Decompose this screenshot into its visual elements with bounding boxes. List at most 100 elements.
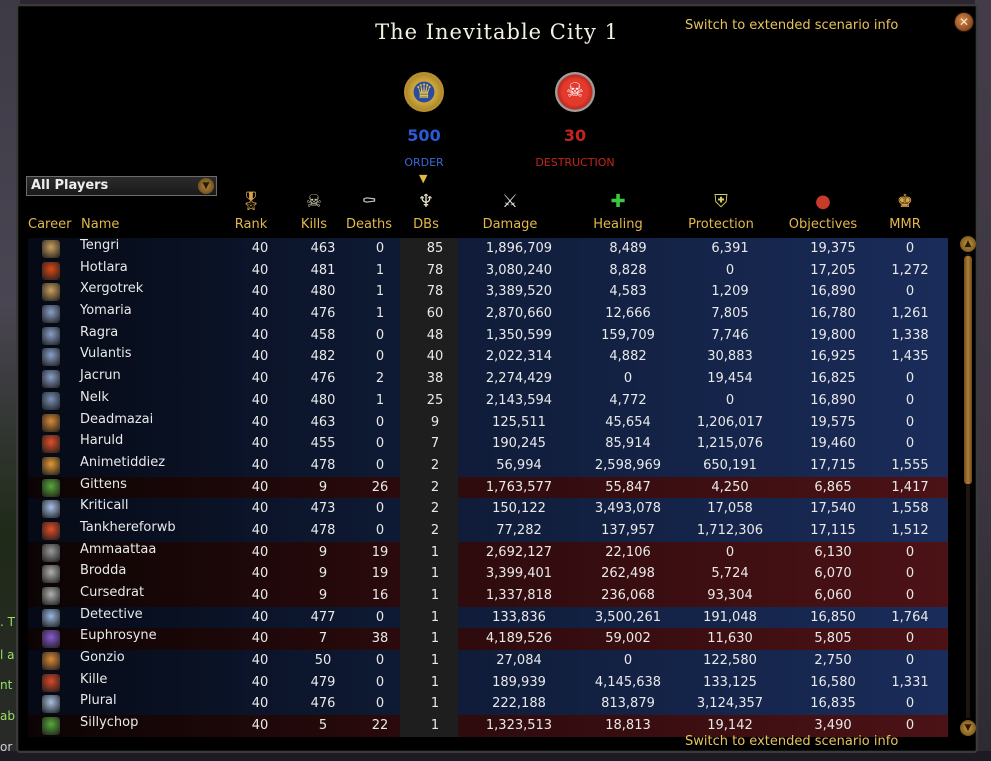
cell-damage: 3,080,240 [485, 262, 553, 278]
cell-protection: 1,215,076 [696, 436, 764, 452]
player-row[interactable]: Ammaattaa 40 9 19 1 2,692,127 22,106 0 6,130 0 [28, 541, 948, 564]
column-header-damage[interactable]: ⚔ Damage [470, 190, 550, 232]
cell-kills: 482 [310, 349, 336, 365]
player-name[interactable]: Hotlara [80, 259, 128, 275]
extended-info-link-top[interactable]: Switch to extended scenario info [685, 18, 899, 33]
player-row[interactable]: Detective 40 477 0 1 133,836 3,500,261 191,048 1… [28, 606, 948, 629]
player-row[interactable]: Animetiddiez 40 478 0 2 56,994 2,598,969 650,19… [28, 454, 948, 477]
cell-healing: 2,598,969 [594, 457, 662, 473]
cell-kills: 480 [310, 284, 336, 300]
player-row[interactable]: Tengri 40 463 0 85 1,896,709 8,489 6,391 19,375 0 [28, 238, 948, 260]
cell-protection: 4,250 [711, 479, 749, 495]
cell-rank: 40 [251, 696, 269, 712]
player-name[interactable]: Kriticall [80, 498, 129, 514]
deathblow-icon: ♆ [417, 191, 435, 212]
player-row[interactable]: Vulantis 40 482 0 40 2,022,314 4,882 30,883 16,9… [28, 346, 948, 369]
player-name[interactable]: Animetiddiez [80, 454, 166, 470]
player-name[interactable]: Sillychop [80, 715, 139, 731]
column-header-name[interactable]: Name [81, 217, 120, 232]
chat-fragment: abl [0, 709, 19, 723]
player-row[interactable]: Haruld 40 455 0 7 190,245 85,914 1,215,076 19,46… [28, 433, 948, 455]
player-row[interactable]: Xergotrek 40 480 1 78 3,389,520 4,583 1,209 16,8… [28, 281, 948, 304]
cell-deaths: 0 [375, 609, 385, 625]
player-row[interactable]: Deadmazai 40 463 0 9 125,511 45,654 1,206,017 19… [28, 411, 948, 434]
cell-rank: 40 [251, 414, 269, 430]
player-row[interactable]: Tankhereforwb 40 478 0 2 77,282 137,957 1,712,3… [28, 519, 948, 542]
scroll-up-icon[interactable]: ▲ [960, 236, 976, 252]
player-row[interactable]: Sillychop 40 5 22 1 1,323,513 18,813 19,142 3,49… [28, 715, 948, 737]
dbs-column-band [400, 281, 458, 304]
player-filter-dropdown[interactable]: All Players ▼ [26, 176, 217, 196]
cell-objectives: 16,780 [810, 306, 856, 322]
player-name[interactable]: Plural [80, 693, 117, 709]
player-row[interactable]: Nelk 40 480 1 25 2,143,594 4,772 0 16,890 0 [28, 389, 948, 412]
cell-protection: 6,391 [711, 241, 749, 256]
player-name[interactable]: Gonzio [80, 650, 125, 666]
objective-bomb-icon: ● [815, 191, 831, 212]
scrollbar[interactable]: ▲ ▼ [960, 236, 976, 736]
cell-damage: 4,189,526 [485, 631, 553, 647]
cell-deaths: 1 [375, 306, 385, 322]
chevron-down-icon[interactable]: ▼ [198, 178, 214, 194]
scrollbar-thumb[interactable] [964, 256, 972, 484]
player-row[interactable]: Kriticall 40 473 0 2 150,122 3,493,078 17,058 17… [28, 498, 948, 520]
cell-dbs: 2 [430, 522, 440, 538]
player-row[interactable]: Kille 40 479 0 1 189,939 4,145,638 133,125 16,58… [28, 671, 948, 694]
column-header-objectives[interactable]: ● Objectives [782, 190, 864, 232]
scroll-down-icon[interactable]: ▼ [960, 720, 976, 736]
cell-objectives: 6,130 [814, 544, 852, 560]
cell-objectives: 16,850 [810, 609, 856, 625]
close-icon[interactable]: ✕ [954, 12, 974, 32]
dbs-column-band [400, 671, 458, 694]
cell-protection: 1,712,306 [696, 522, 764, 538]
cell-rank: 40 [251, 349, 269, 365]
column-header-dbs[interactable]: ♆ DBs [401, 190, 451, 232]
player-row[interactable]: Ragra 40 458 0 48 1,350,599 159,709 7,746 19,800… [28, 324, 948, 347]
player-name[interactable]: Kille [80, 671, 108, 687]
order-faction-panel: ♛ 500 ORDER [384, 72, 464, 169]
cell-rank: 40 [251, 457, 269, 473]
player-row[interactable]: Cursedrat 40 9 16 1 1,337,818 236,068 93,304 6,0… [28, 585, 948, 607]
cell-mmr: 0 [905, 631, 915, 647]
player-name[interactable]: Detective [80, 606, 143, 622]
player-name[interactable]: Ragra [80, 324, 119, 340]
player-row[interactable]: Brodda 40 9 19 1 3,399,401 262,498 5,724 6,070 0 [28, 563, 948, 585]
extended-info-link-bottom[interactable]: Switch to extended scenario info [685, 734, 899, 749]
player-name[interactable]: Tankhereforwb [80, 519, 176, 535]
column-header-rank[interactable]: 🎖 Rank [226, 190, 276, 232]
cell-dbs: 60 [426, 306, 444, 322]
player-name[interactable]: Nelk [80, 389, 109, 405]
player-row[interactable]: Hotlara 40 481 1 78 3,080,240 8,828 0 17,205 1,27… [28, 259, 948, 282]
dbs-column-band [400, 693, 458, 716]
player-row[interactable]: Plural 40 476 0 1 222,188 813,879 3,124,357 16,8… [28, 693, 948, 716]
column-header-kills[interactable]: ☠ Kills [289, 190, 339, 232]
player-row[interactable]: Jacrun 40 476 2 38 2,274,429 0 19,454 16,825 0 [28, 368, 948, 390]
player-name[interactable]: Yomaria [80, 303, 132, 319]
player-name[interactable]: Xergotrek [80, 281, 144, 297]
player-name[interactable]: Cursedrat [80, 585, 145, 600]
player-name[interactable]: Brodda [80, 563, 127, 579]
column-header-protection[interactable]: ⛨ Protection [676, 190, 766, 232]
player-name[interactable]: Tengri [80, 238, 120, 253]
player-row[interactable]: Yomaria 40 476 1 60 2,870,660 12,666 7,805 16,78… [28, 303, 948, 325]
player-name[interactable]: Jacrun [80, 368, 121, 384]
scrollbar-track[interactable] [966, 254, 970, 718]
player-name[interactable]: Gittens [80, 476, 127, 492]
column-header-mmr[interactable]: ♚ MMR [880, 190, 930, 232]
player-name[interactable]: Deadmazai [80, 411, 154, 427]
player-name[interactable]: Haruld [80, 433, 124, 449]
column-header-deaths[interactable]: ⚰ Deaths [341, 190, 397, 232]
cell-rank: 40 [251, 631, 269, 647]
player-row[interactable]: Gonzio 40 50 0 1 27,084 0 122,580 2,750 0 [28, 650, 948, 672]
column-header-healing[interactable]: ✚ Healing [578, 190, 658, 232]
cell-protection: 11,630 [707, 631, 753, 647]
tombstone-icon: ⚰ [361, 191, 377, 212]
player-name[interactable]: Vulantis [80, 346, 132, 362]
player-name[interactable]: Euphrosyne [80, 628, 157, 644]
dbs-column-band [400, 606, 458, 629]
cell-objectives: 3,490 [814, 718, 852, 734]
column-header-career[interactable]: Career [28, 217, 72, 232]
player-row[interactable]: Euphrosyne 40 7 38 1 4,189,526 59,002 11,630 5,8… [28, 628, 948, 651]
player-row[interactable]: Gittens 40 9 26 2 1,763,577 55,847 4,250 6,865 1,… [28, 476, 948, 499]
player-name[interactable]: Ammaattaa [80, 541, 157, 557]
